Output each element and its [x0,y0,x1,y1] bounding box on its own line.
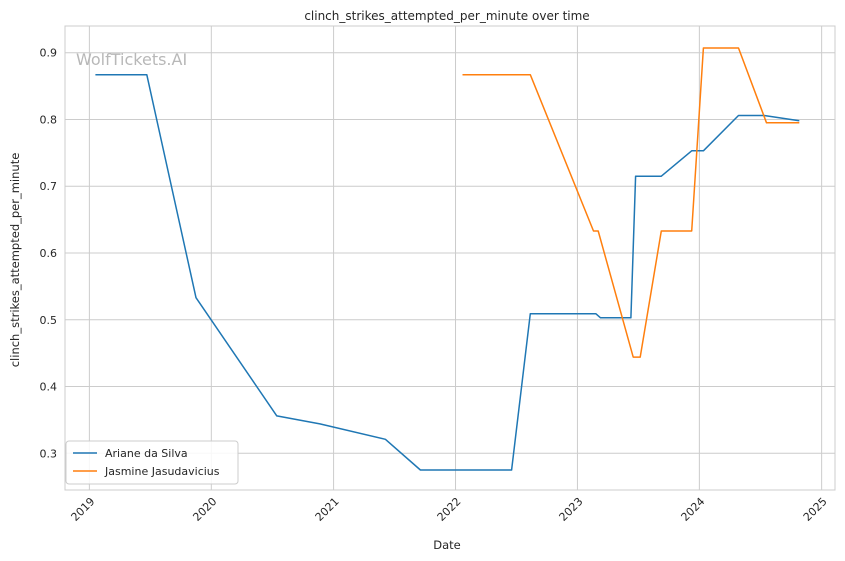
legend-label-jasmine: Jasmine Jasudavicius [104,465,220,478]
y-axis-label: clinch_strikes_attempted_per_minute [8,153,22,368]
x-axis-label: Date [433,538,461,552]
y-tick-label: 0.3 [40,447,58,460]
y-axis-ticks: 0.3 0.4 0.5 0.6 0.7 0.8 0.9 [40,47,58,461]
watermark: WolfTickets.AI [76,50,187,69]
y-tick-label: 0.8 [40,113,58,126]
y-tick-label: 0.5 [40,314,58,327]
y-tick-label: 0.4 [40,381,58,394]
y-tick-label: 0.6 [40,247,58,260]
series-line-1 [462,47,800,358]
legend-box [65,440,239,485]
y-tick-label: 0.7 [40,180,58,193]
legend: Ariane da Silva Jasmine Jasudavicius [65,440,239,485]
legend-label-ariane: Ariane da Silva [105,447,188,460]
series-line-0 [95,73,800,471]
chart-title: clinch_strikes_attempted_per_minute over… [304,9,589,23]
plot-frame [64,25,836,491]
y-tick-label: 0.9 [40,47,58,60]
series-layer [95,47,800,471]
